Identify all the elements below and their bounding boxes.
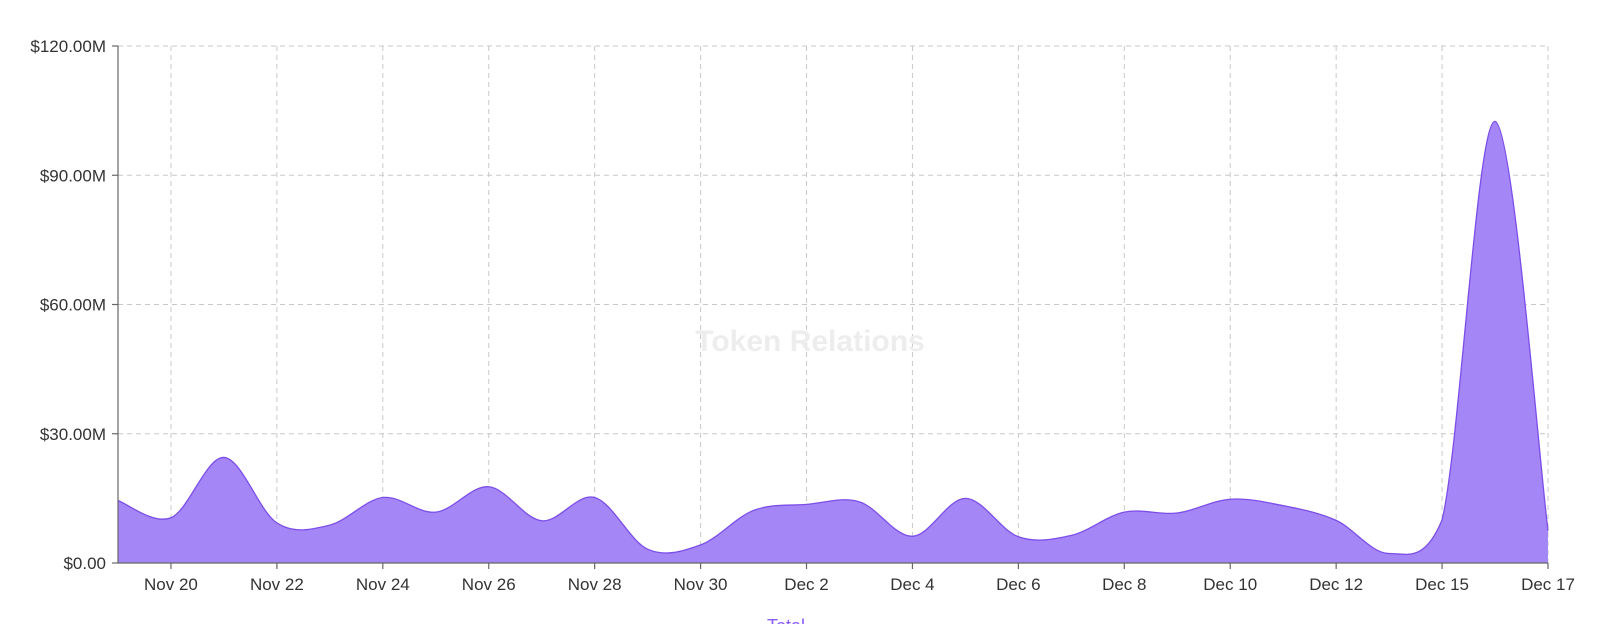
x-tick-label: Dec 10 [1203,575,1257,594]
series-area [118,121,1548,563]
y-tick-label: $60.00M [40,296,106,315]
x-tick-label: Nov 22 [250,575,304,594]
x-tick-label: Nov 20 [144,575,198,594]
legend: Total [767,616,805,624]
x-tick-label: Dec 15 [1415,575,1469,594]
y-tick-label: $0.00 [63,554,106,573]
grid [118,45,1549,563]
x-tick-label: Nov 24 [356,575,410,594]
x-tick-label: Dec 8 [1102,575,1146,594]
y-tick-label: $90.00M [40,166,106,185]
series-layer [117,120,1549,563]
x-tick-label: Dec 6 [996,575,1040,594]
x-tick-label: Nov 26 [462,575,516,594]
x-tick-label: Nov 28 [568,575,622,594]
x-tick-label: Nov 30 [674,575,728,594]
x-tick-label: Dec 17 [1521,575,1575,594]
series-line [117,120,1549,556]
x-tick-label: Dec 2 [784,575,828,594]
legend-item-total[interactable]: Total [767,616,805,624]
y-tick-label: $120.00M [30,37,106,56]
watermark-text: Token Relations [695,325,924,358]
y-tick-label: $30.00M [40,425,106,444]
axes: $0.00 $30.00M $60.00M $90.00M $120.00M Nov 20… [30,37,1575,594]
x-tick-label: Dec 4 [890,575,934,594]
x-tick-label: Dec 12 [1309,575,1363,594]
